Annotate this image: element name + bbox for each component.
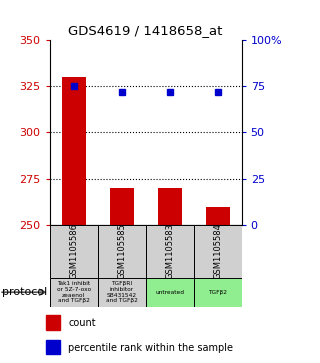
Bar (46, 315, 60, 330)
Bar (146, 278, 194, 307)
Bar (146, 225, 194, 278)
Text: GSM1105585: GSM1105585 (117, 224, 126, 279)
Text: count: count (68, 318, 96, 328)
Text: GSM1105586: GSM1105586 (69, 223, 78, 280)
Text: GSM1105583: GSM1105583 (165, 223, 174, 280)
Bar (98, 278, 146, 307)
Bar (62, 77, 86, 225)
Text: Tak1 inhibit
or 5Z-7-oxo
zeaenol
and TGFβ2: Tak1 inhibit or 5Z-7-oxo zeaenol and TGF… (57, 281, 91, 303)
Text: untreated: untreated (155, 290, 184, 295)
Text: TGFβ2: TGFβ2 (208, 290, 227, 295)
Text: percentile rank within the sample: percentile rank within the sample (68, 343, 233, 352)
Bar (98, 225, 146, 278)
Bar (50, 278, 98, 307)
Bar (206, 207, 230, 225)
Text: GSM1105584: GSM1105584 (213, 224, 222, 279)
Bar (50, 225, 98, 278)
Bar (109, 188, 134, 225)
Text: protocol: protocol (2, 287, 47, 297)
Bar (46, 340, 60, 354)
Bar (158, 188, 182, 225)
Bar (194, 278, 242, 307)
Bar (194, 225, 242, 278)
Text: TGFβRI
inhibitor
SB431542
and TGFβ2: TGFβRI inhibitor SB431542 and TGFβ2 (106, 281, 138, 303)
Title: GDS4619 / 1418658_at: GDS4619 / 1418658_at (68, 24, 223, 37)
